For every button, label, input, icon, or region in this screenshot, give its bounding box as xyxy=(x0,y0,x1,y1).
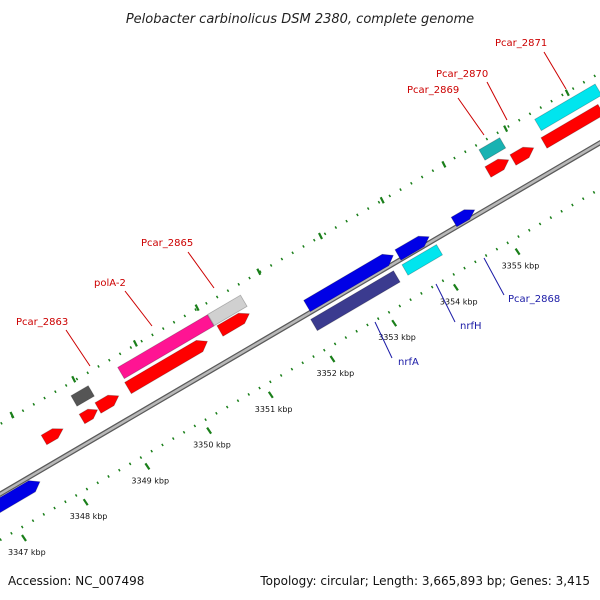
gene-feature[interactable] xyxy=(450,209,476,228)
gene-label[interactable]: nrfA xyxy=(398,357,419,368)
gene-label[interactable]: Pcar_2865 xyxy=(141,238,193,249)
tick-label: 3351 kbp xyxy=(255,405,293,414)
gene-feature[interactable] xyxy=(540,103,600,149)
gene-label[interactable]: Pcar_2869 xyxy=(407,85,459,96)
gene-feature[interactable] xyxy=(94,394,120,414)
label-leader-line xyxy=(187,251,215,289)
map-title: Pelobacter carbinolicus DSM 2380, comple… xyxy=(126,12,474,27)
major-tick xyxy=(82,498,89,506)
gene-label[interactable]: Pcar_2871 xyxy=(495,38,547,49)
major-tick xyxy=(256,268,262,276)
major-tick xyxy=(71,375,77,383)
gene-feature[interactable] xyxy=(207,294,248,327)
gene-feature[interactable] xyxy=(310,270,401,332)
major-tick xyxy=(379,196,385,204)
dotted-ring-2 xyxy=(0,187,600,542)
gene-label[interactable]: nrfH xyxy=(460,321,482,332)
tick-label: 3347 kbp xyxy=(8,548,46,557)
major-tick xyxy=(267,391,274,399)
tick-label: 3350 kbp xyxy=(193,441,231,450)
tick-label: 3355 kbp xyxy=(502,262,540,271)
gene-label[interactable]: Pcar_2870 xyxy=(436,69,488,80)
label-leader-line xyxy=(124,290,153,327)
gene-feature[interactable] xyxy=(78,408,99,425)
gene-feature[interactable] xyxy=(40,428,64,446)
gene-feature[interactable] xyxy=(216,312,250,337)
dotted-ring-1 xyxy=(0,71,600,426)
major-tick xyxy=(564,89,570,97)
major-tick xyxy=(452,283,459,292)
label-leader-line xyxy=(374,321,393,359)
label-leader-line xyxy=(435,283,456,323)
gene-feature[interactable] xyxy=(117,314,215,380)
label-leader-line xyxy=(543,51,567,90)
gene-feature[interactable] xyxy=(401,244,444,276)
gene-labels: Pcar_2863 polA-2 Pcar_2865 Pcar_2869 Pcar_28… xyxy=(16,38,567,368)
gene-feature[interactable] xyxy=(303,253,394,313)
major-tick xyxy=(441,160,447,168)
major-tick xyxy=(206,426,213,435)
tick-label: 3353 kbp xyxy=(378,333,416,342)
tick-label: 3349 kbp xyxy=(131,476,169,485)
gene-feature[interactable] xyxy=(484,158,510,178)
gene-feature[interactable] xyxy=(394,235,430,261)
tick-label: 3354 kbp xyxy=(440,297,478,306)
gene-feature[interactable] xyxy=(70,385,95,407)
major-tick xyxy=(21,534,27,542)
major-tick xyxy=(132,339,138,347)
major-tick xyxy=(194,304,200,312)
major-tick xyxy=(503,125,509,133)
accession-text: Accession: NC_007498 xyxy=(8,574,144,588)
major-tick xyxy=(329,355,336,363)
label-leader-line xyxy=(483,257,505,296)
genome-summary-text: Topology: circular; Length: 3,665,893 bp… xyxy=(259,574,590,588)
tick-rings xyxy=(0,71,600,542)
major-tick xyxy=(9,411,15,419)
label-leader-line xyxy=(486,81,508,121)
label-leader-line xyxy=(65,329,91,367)
major-tick xyxy=(318,232,323,240)
gene-feature[interactable] xyxy=(534,83,600,132)
gene-label[interactable]: Pcar_2863 xyxy=(16,317,68,328)
tick-label: 3352 kbp xyxy=(317,369,355,378)
gene-label[interactable]: polA-2 xyxy=(94,278,126,289)
major-tick xyxy=(391,319,398,327)
gene-feature[interactable] xyxy=(509,146,535,166)
scale-ticks: 3347 kbp 3348 kbp 3349 kbp 3350 kbp 3351 kbp… xyxy=(8,89,570,557)
tick-label: 3348 kbp xyxy=(70,512,108,521)
gene-feature[interactable] xyxy=(124,339,208,395)
gene-features xyxy=(0,83,600,514)
genome-backbone xyxy=(0,139,600,498)
label-leader-line xyxy=(457,97,485,136)
gene-feature[interactable] xyxy=(0,480,41,514)
major-tick xyxy=(514,247,521,256)
gene-feature[interactable] xyxy=(478,137,507,161)
gene-label[interactable]: Pcar_2868 xyxy=(508,294,560,305)
major-tick xyxy=(144,462,151,471)
